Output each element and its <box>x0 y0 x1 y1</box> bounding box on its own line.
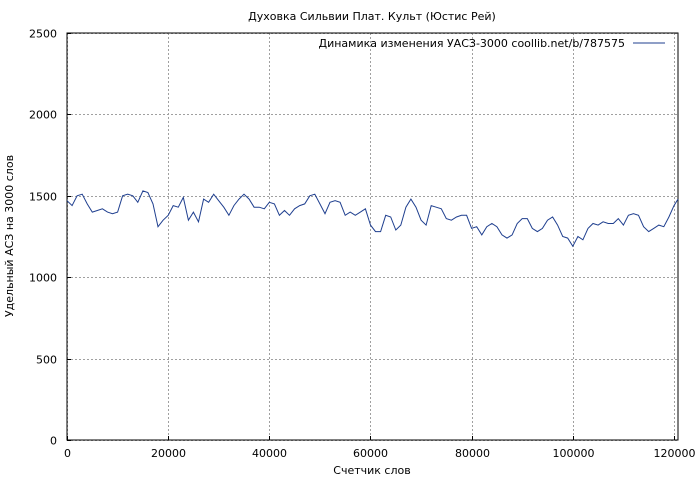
legend-label: Динамика изменения УАСЗ-3000 coollib.net… <box>319 37 626 50</box>
y-tick-label: 500 <box>36 354 57 367</box>
series-line <box>66 190 679 248</box>
y-tick-label: 1500 <box>29 191 57 204</box>
x-tick-label: 20000 <box>151 447 186 460</box>
x-tick-label: 60000 <box>353 447 388 460</box>
y-tick-label: 2500 <box>29 28 57 41</box>
chart-title: Духовка Сильвии Плат. Культ (Юстис Рей) <box>248 10 496 23</box>
y-axis-label: Удельный АСЗ на 3000 слов <box>3 155 16 317</box>
x-tick-label: 120000 <box>654 447 696 460</box>
y-axis: 0 500 1000 1500 2000 2500 <box>29 28 71 448</box>
plot-area <box>66 32 679 441</box>
x-axis: 0 20000 40000 60000 80000 100000 120000 <box>64 436 696 460</box>
x-tick-label: 0 <box>64 447 71 460</box>
y-tick-label: 0 <box>50 435 57 448</box>
x-tick-label: 80000 <box>455 447 490 460</box>
y-tick-label: 2000 <box>29 109 57 122</box>
x-axis-label: Счетчик слов <box>333 464 410 477</box>
x-tick-label: 100000 <box>553 447 595 460</box>
y-tick-label: 1000 <box>29 272 57 285</box>
x-tick-label: 40000 <box>252 447 287 460</box>
legend: Динамика изменения УАСЗ-3000 coollib.net… <box>319 37 665 50</box>
